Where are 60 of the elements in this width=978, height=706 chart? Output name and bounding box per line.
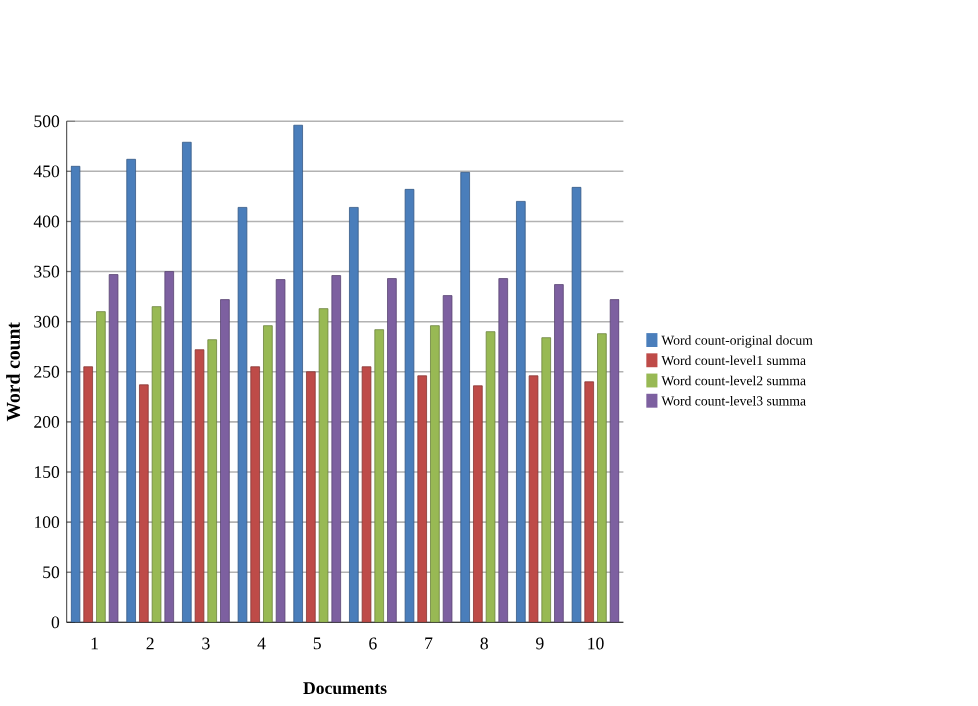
bar [126,159,136,623]
bar [182,142,192,623]
y-tick-label: 100 [34,516,60,529]
bar [331,275,342,623]
y-tick-label: 200 [34,416,60,428]
y-tick-label: 50 [43,566,60,579]
bar [306,371,316,623]
bar [498,278,509,623]
x-tick-label: 4 [257,637,266,650]
bar [237,207,248,623]
bar [164,271,175,623]
bar [293,124,303,623]
bar [485,331,496,623]
bar [417,375,427,623]
y-tick-label: 400 [33,215,60,228]
y-tick-label: 350 [34,265,60,278]
bar [275,279,286,623]
bar [387,278,397,623]
x-tick-label: 5 [313,637,321,650]
y-axis-title: Word count [6,322,21,422]
bar [70,166,81,623]
bar [108,274,119,623]
bar [151,306,162,623]
bar [220,299,230,623]
bar [404,189,415,623]
bar [541,337,552,623]
y-tick-label: 0 [51,616,60,629]
y-tick-label: 300 [34,315,60,328]
bar [318,308,329,623]
bar [516,201,526,623]
bar [96,311,106,623]
x-axis-title: Documents [303,682,387,695]
bar [263,325,273,623]
bar [460,172,470,623]
x-tick-label: 3 [202,637,210,650]
bar [374,329,384,623]
x-tick-label: 7 [425,637,433,650]
bar [139,384,149,623]
bar [597,333,607,623]
bar [430,325,440,623]
x-tick-label: 1 [91,637,98,650]
y-tick-label: 500 [34,115,60,128]
bar [473,385,483,623]
bar [571,187,582,623]
y-tick-label: 150 [34,466,60,479]
bar [207,339,217,623]
x-tick-label: 8 [480,637,488,650]
bar [442,295,453,623]
x-tick-label: 10 [588,637,604,650]
x-tick-label: 6 [369,637,377,650]
bar [554,284,564,623]
bar [83,366,93,623]
y-tick-label: 450 [33,165,60,178]
y-tick-label: 250 [34,365,60,378]
x-tick-label: 2 [146,637,154,650]
bar [609,299,620,623]
bar [250,366,260,623]
bar [349,207,359,623]
bar [584,381,594,623]
x-tick-label: 9 [536,637,544,650]
